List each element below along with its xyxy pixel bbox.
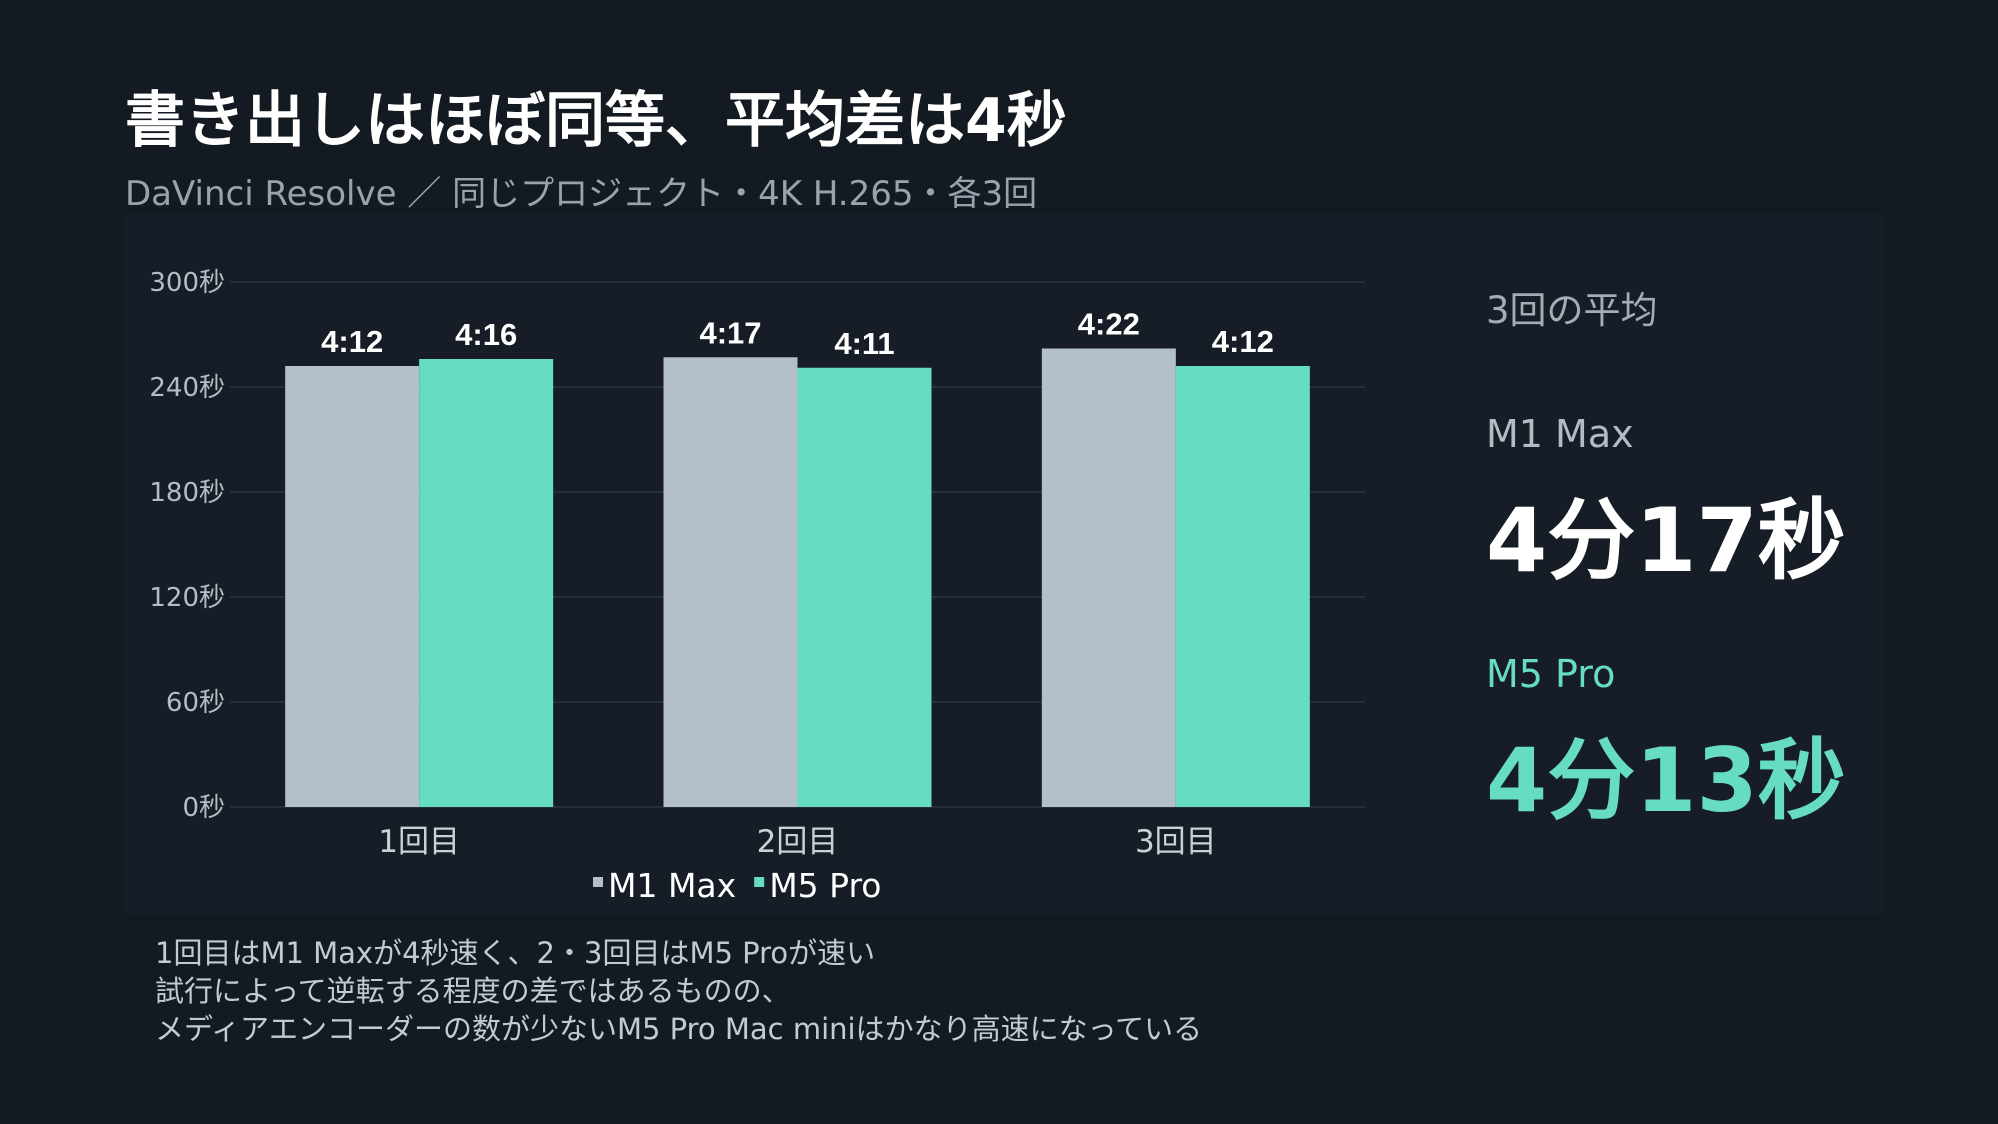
bar-value-label: 4:12 [321,324,383,359]
bar [419,359,554,807]
legend-swatch [593,877,603,887]
bar-value-label: 4:11 [834,326,894,361]
summary-m5-name: M5 Pro [1486,652,1616,696]
x-category-label: 1回目 [378,824,460,860]
bar-value-label: 4:16 [455,317,517,352]
y-tick-label: 240秒 [149,373,225,403]
y-tick-label: 300秒 [149,268,225,298]
bar-chart: 0秒 60秒 120秒 180秒 240秒 300秒 4:12 4:16 1回目 4:17 4:11… [149,268,1365,905]
y-tick-label: 60秒 [166,688,225,718]
bar [285,366,420,807]
x-category-label: 2回目 [757,824,839,860]
summary-m1-value: 4分17秒 [1486,489,1846,592]
bar-value-label: 4:12 [1212,324,1274,359]
legend: M1 Max M5 Pro [593,866,882,905]
note-line: 1回目はM1 Maxが4秒速く、2・3回目はM5 Proが速い [155,936,876,970]
page-title: 書き出しはほぼ同等、平均差は4秒 [125,86,1067,156]
bar [797,367,932,807]
bar-value-label: 4:17 [699,315,761,350]
note-line: メディアエンコーダーの数が少ないM5 Pro Mac miniはかなり高速になっ… [155,1012,1203,1046]
average-summary: 3回の平均 M1 Max 4分17秒 M5 Pro 4分13秒 [1486,280,1906,832]
summary-heading: 3回の平均 [1486,289,1658,332]
summary-m1-name: M1 Max [1486,412,1634,456]
labels: 0秒 60秒 120秒 180秒 240秒 300秒 4:12 4:16 1回目 4:17 4:11… [149,268,1273,860]
y-tick-label: 120秒 [149,583,225,613]
y-tick-label: 180秒 [149,478,225,508]
legend-swatch [754,877,765,887]
bar-value-label: 4:22 [1078,307,1140,342]
bar [1175,366,1310,807]
notes: 1回目はM1 Maxが4秒速く、2・3回目はM5 Proが速い 試行によって逆転… [155,934,1202,1048]
note-line: 試行によって逆転する程度の差ではあるものの、 [155,974,791,1008]
bar [663,357,798,807]
bar [1041,348,1176,807]
legend-label: M1 Max [608,866,736,905]
x-category-label: 3回目 [1135,824,1217,860]
y-tick-label: 0秒 [182,793,225,823]
bars [285,348,1310,807]
legend-label: M5 Pro [769,866,881,905]
page-subtitle: DaVinci Resolve ／ 同じプロジェクト・4K H.265・各3回 [125,174,1038,214]
summary-m5-value: 4分13秒 [1486,729,1846,832]
